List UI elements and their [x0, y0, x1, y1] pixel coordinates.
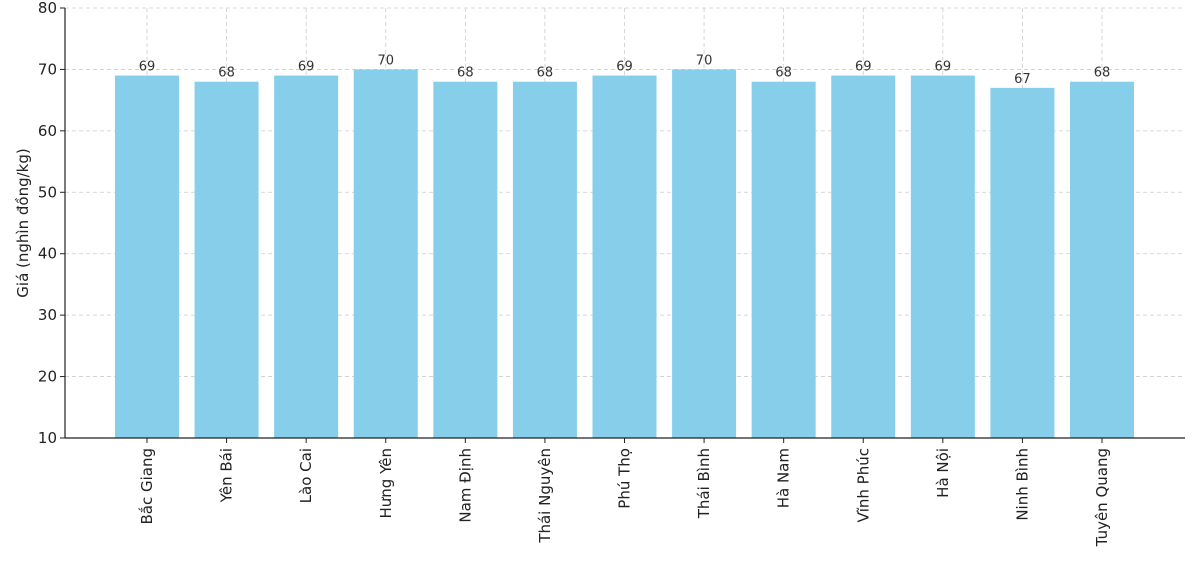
bar	[115, 75, 179, 439]
x-tick-label: Phú Thọ	[616, 448, 634, 509]
x-tick-label: Bắc Giang	[138, 448, 156, 525]
data-label: 69	[935, 60, 952, 75]
y-tick-label: 60	[38, 122, 57, 140]
bar	[353, 69, 418, 438]
data-label: 68	[218, 66, 235, 81]
data-label: 68	[1094, 66, 1111, 81]
data-label: 69	[139, 60, 156, 75]
y-tick-label: 30	[38, 306, 57, 324]
x-tick-label: Hà Nam	[775, 448, 793, 508]
x-tick-label: Hà Nội	[934, 448, 952, 498]
bar	[990, 87, 1055, 438]
bar	[592, 75, 657, 439]
bar	[194, 81, 259, 438]
bar	[910, 75, 975, 439]
bar	[1070, 81, 1134, 438]
data-label: 70	[696, 53, 713, 68]
y-tick-label: 70	[38, 60, 57, 78]
x-tick-labels: Bắc Giang Yên Bái Lào Cai Hưng Yên Nam Định T…	[138, 438, 1111, 547]
x-tick-label: Nam Định	[456, 448, 474, 523]
data-label: 69	[855, 60, 872, 75]
data-label: 68	[457, 66, 474, 81]
x-tick-label: Yên Bái	[218, 448, 236, 503]
bar	[433, 81, 498, 438]
y-tick-label: 50	[38, 183, 57, 201]
y-tick-label: 20	[38, 368, 57, 386]
x-tick-label: Ninh Bình	[1013, 448, 1031, 521]
x-tick-label: Lào Cai	[297, 448, 315, 503]
y-tick-label: 40	[38, 245, 57, 263]
x-tick-label: Tuyên Quang	[1093, 448, 1111, 547]
data-label: 69	[298, 60, 315, 75]
data-label: 69	[616, 60, 633, 75]
bar	[751, 81, 816, 438]
data-label: 67	[1014, 72, 1031, 87]
y-tick-label: 80	[38, 0, 57, 17]
bar	[512, 81, 577, 438]
y-tick-label: 10	[38, 429, 57, 447]
bar	[274, 75, 339, 439]
bar	[672, 69, 737, 438]
x-tick-label: Thái Nguyên	[536, 448, 554, 544]
x-tick-label: Vĩnh Phúc	[854, 448, 872, 523]
y-axis-title: Giá (nghìn đồng/kg)	[14, 148, 32, 297]
bars	[115, 69, 1134, 439]
data-labels: 69 68 69 70 68 68 69 70 68 69 69 67 68	[139, 53, 1111, 86]
data-label: 70	[377, 53, 394, 68]
y-tick-labels: 10 20 30 40 50 60 70 80	[38, 0, 65, 447]
data-label: 68	[537, 66, 554, 81]
x-tick-label: Thái Bình	[695, 448, 713, 519]
x-tick-label: Hưng Yên	[377, 448, 395, 519]
data-label: 68	[775, 66, 792, 81]
bar	[831, 75, 896, 439]
